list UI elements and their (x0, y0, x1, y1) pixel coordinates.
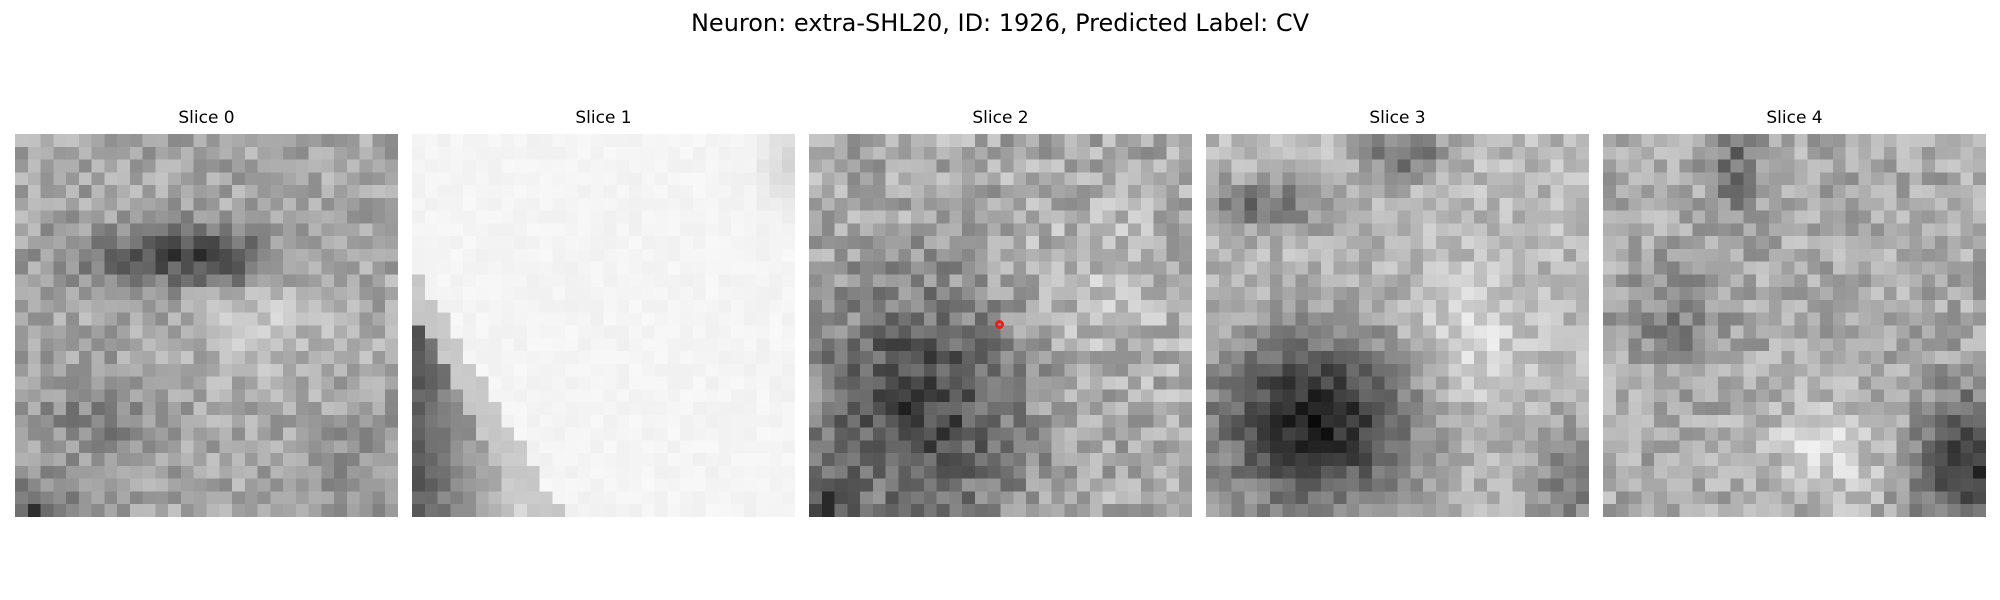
slice-panel-1: Slice 1 (412, 108, 795, 517)
slice-title: Slice 3 (1369, 108, 1426, 128)
slice-panel-2: Slice 2 (809, 108, 1192, 517)
slice-panel-0: Slice 0 (15, 108, 398, 517)
figure-title: Neuron: extra-SHL20, ID: 1926, Predicted… (690, 9, 1310, 37)
slice-title: Slice 2 (972, 108, 1029, 128)
slice-image (1206, 134, 1589, 517)
slice-image (1603, 134, 1986, 517)
slice-image (15, 134, 398, 517)
slice-panel-3: Slice 3 (1206, 108, 1589, 517)
slice-title: Slice 1 (575, 108, 632, 128)
slice-panel-4: Slice 4 (1603, 108, 1986, 517)
slice-title: Slice 0 (178, 108, 235, 128)
slice-title: Slice 4 (1766, 108, 1823, 128)
location-marker (995, 320, 1004, 329)
slice-image (412, 134, 795, 517)
